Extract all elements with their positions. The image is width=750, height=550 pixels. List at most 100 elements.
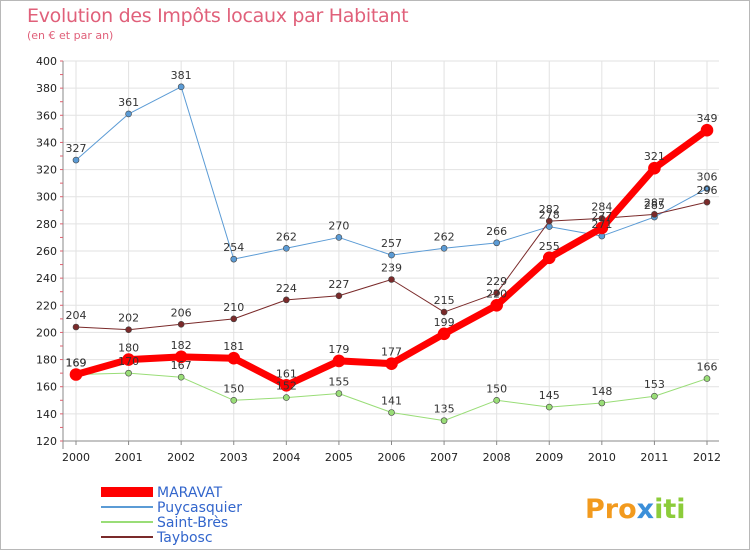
data-point-maravat [174, 350, 188, 364]
data-point-saint-bres [230, 396, 238, 404]
x-tick-label: 2000 [62, 451, 90, 464]
data-label-saint-bres: 155 [328, 376, 349, 389]
data-point-puycasquier [177, 83, 185, 91]
data-label-puycasquier: 270 [328, 219, 349, 232]
y-tick-label: 200 [36, 326, 57, 339]
data-point-saint-bres [388, 409, 395, 416]
y-tick-label: 260 [36, 245, 57, 258]
data-point-maravat [385, 357, 398, 370]
data-label-taybosc: 239 [381, 262, 402, 275]
data-label-taybosc: 287 [644, 196, 665, 209]
logo-part: x [637, 494, 654, 525]
y-tick-label: 320 [36, 164, 57, 177]
data-label-taybosc: 296 [697, 184, 718, 197]
data-label-taybosc: 282 [539, 203, 560, 216]
chart-subtitle: (en € et par an) [27, 29, 114, 42]
legend-label-maravat: MARAVAT [157, 485, 223, 501]
data-label-saint-bres: 153 [644, 378, 665, 391]
data-label-saint-bres: 145 [539, 389, 560, 402]
data-point-puycasquier [440, 244, 448, 252]
y-tick-label: 400 [36, 55, 57, 68]
data-label-puycasquier: 381 [171, 69, 192, 82]
data-label-saint-bres: 169 [66, 357, 87, 370]
data-point-taybosc [703, 198, 711, 206]
data-point-saint-bres [125, 369, 132, 377]
data-point-puycasquier [125, 110, 132, 118]
data-point-taybosc [72, 323, 80, 331]
data-point-maravat [69, 368, 83, 381]
data-label-puycasquier: 278 [539, 209, 560, 222]
x-tick-label: 2012 [693, 451, 721, 464]
data-point-saint-bres [440, 417, 448, 424]
data-label-maravat: 321 [644, 150, 665, 163]
data-label-saint-bres: 148 [591, 385, 612, 398]
data-point-taybosc [335, 292, 343, 300]
data-point-puycasquier [335, 234, 343, 241]
data-label-puycasquier: 361 [118, 96, 139, 109]
data-point-saint-bres [177, 373, 185, 381]
proxiti-logo: Proxiti [585, 494, 686, 525]
data-label-saint-bres: 152 [276, 380, 297, 393]
y-tick-label: 120 [36, 435, 57, 448]
data-label-puycasquier: 254 [223, 241, 244, 254]
data-label-saint-bres: 150 [223, 382, 244, 395]
data-label-maravat: 161 [276, 367, 297, 380]
data-label-maravat: 182 [171, 339, 192, 352]
legend-label-puycasquier: Puycasquier [157, 500, 242, 516]
data-point-taybosc [493, 289, 500, 297]
data-point-maravat [700, 123, 714, 137]
data-point-saint-bres [283, 394, 290, 401]
data-label-puycasquier: 257 [381, 237, 402, 250]
data-point-saint-bres [651, 392, 658, 400]
data-point-maravat [122, 353, 135, 366]
data-label-maravat: 179 [328, 343, 349, 356]
y-tick-label: 360 [36, 109, 57, 122]
legend-label-saint-bres: Saint-Brès [157, 515, 228, 531]
x-tick-label: 2008 [483, 451, 511, 464]
data-label-puycasquier: 306 [697, 171, 718, 184]
data-point-maravat [332, 354, 346, 368]
data-point-saint-bres [598, 399, 606, 407]
data-point-saint-bres [493, 396, 500, 404]
data-point-maravat [490, 298, 503, 312]
data-label-maravat: 180 [118, 342, 139, 355]
data-label-maravat: 277 [591, 210, 612, 223]
data-point-puycasquier [283, 244, 290, 252]
data-label-taybosc: 284 [591, 200, 612, 213]
data-label-maravat: 177 [381, 346, 402, 359]
data-point-maravat [280, 379, 293, 392]
chart-title: Evolution des Impôts locaux par Habitant [27, 5, 409, 27]
x-tick-label: 2006 [378, 451, 406, 464]
legend-label-taybosc: Taybosc [156, 530, 213, 546]
y-tick-label: 300 [36, 191, 57, 204]
data-label-taybosc: 210 [223, 301, 244, 314]
data-label-maravat: 349 [697, 112, 718, 125]
data-label-taybosc: 206 [171, 306, 192, 319]
data-label-taybosc: 204 [66, 309, 87, 322]
y-tick-label: 180 [36, 354, 57, 367]
data-label-saint-bres: 135 [434, 403, 455, 416]
data-point-puycasquier [230, 255, 238, 263]
data-label-saint-bres: 166 [697, 361, 718, 374]
data-point-puycasquier [703, 185, 711, 192]
data-label-saint-bres: 167 [171, 359, 192, 372]
data-point-saint-bres [703, 375, 711, 382]
data-point-taybosc [177, 320, 185, 328]
data-point-maravat [595, 221, 609, 235]
data-label-puycasquier: 266 [486, 225, 507, 238]
x-tick-label: 2010 [588, 451, 616, 464]
y-tick-label: 240 [36, 272, 57, 285]
data-label-puycasquier: 271 [591, 218, 612, 231]
data-label-saint-bres: 141 [381, 395, 402, 408]
x-tick-label: 2007 [430, 451, 458, 464]
data-label-saint-bres: 170 [118, 355, 139, 368]
data-point-puycasquier [388, 251, 395, 259]
data-point-taybosc [230, 315, 238, 323]
x-tick-label: 2005 [325, 451, 353, 464]
x-tick-label: 2004 [272, 451, 300, 464]
data-label-puycasquier: 327 [66, 142, 87, 155]
data-label-taybosc: 227 [328, 278, 349, 291]
data-label-maravat: 181 [223, 340, 244, 353]
x-tick-label: 2003 [220, 451, 248, 464]
